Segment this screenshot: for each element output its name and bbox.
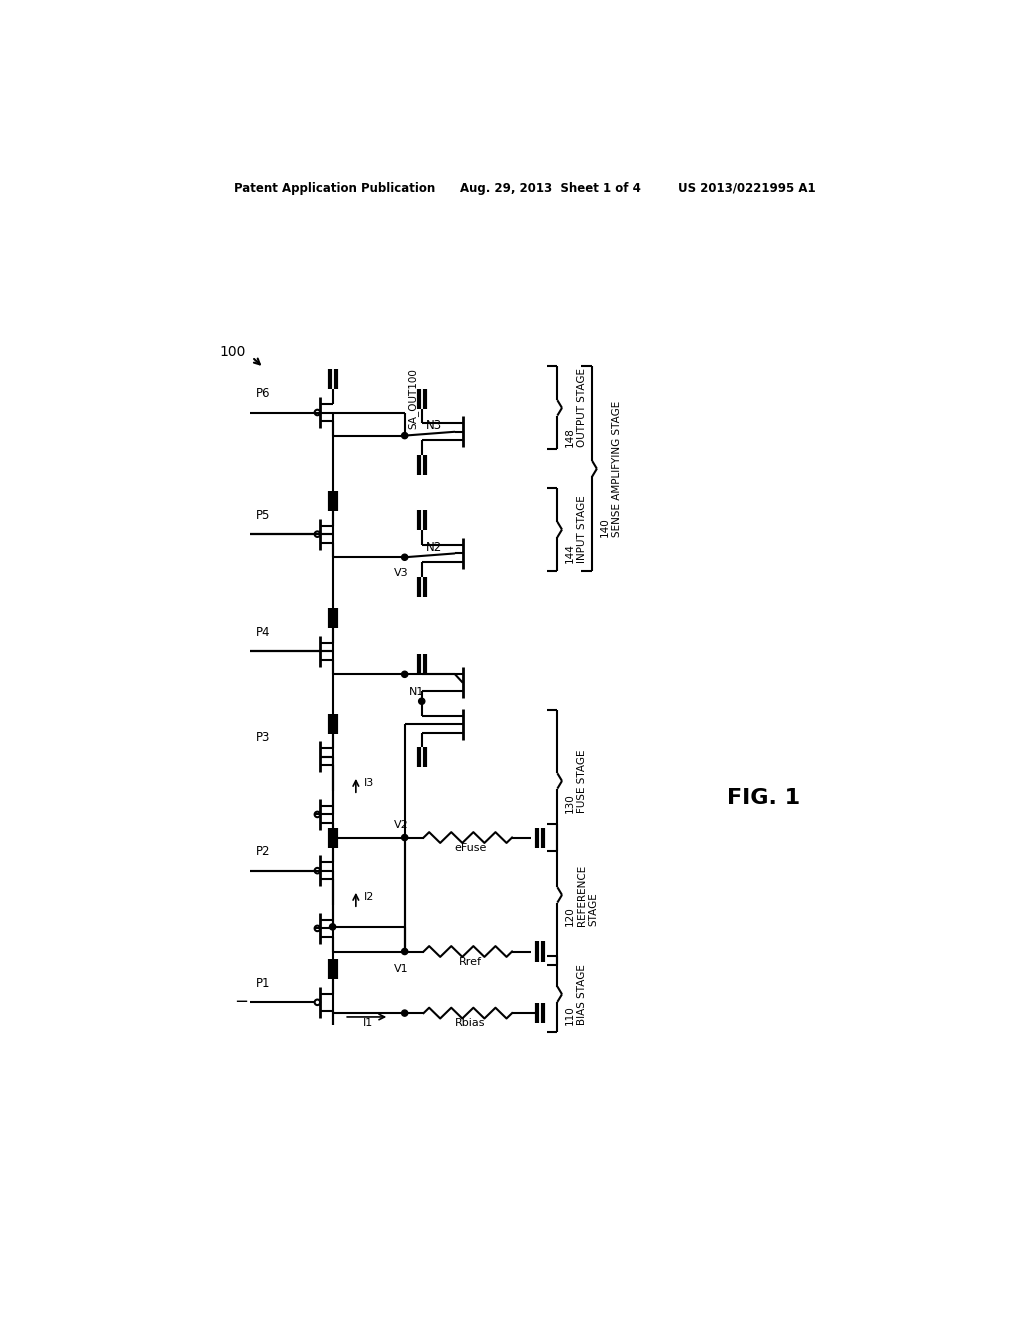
Text: V3: V3 [394, 568, 409, 578]
Text: 140
SENSE AMPLIFYING STAGE: 140 SENSE AMPLIFYING STAGE [600, 400, 622, 537]
Text: I1: I1 [364, 1018, 374, 1028]
Text: N1: N1 [409, 686, 424, 697]
Text: FIG. 1: FIG. 1 [727, 788, 800, 808]
Text: P1: P1 [256, 977, 270, 990]
Text: Rref: Rref [459, 957, 482, 966]
Text: P4: P4 [256, 626, 270, 639]
Text: Rbias: Rbias [456, 1018, 485, 1028]
Circle shape [401, 554, 408, 561]
Text: I3: I3 [364, 777, 374, 788]
Text: P2: P2 [256, 845, 270, 858]
Circle shape [401, 834, 408, 841]
Text: P5: P5 [256, 508, 270, 521]
Text: N3: N3 [426, 418, 441, 432]
Text: I2: I2 [364, 892, 374, 902]
Text: eFuse: eFuse [455, 842, 486, 853]
Text: 144
INPUT STAGE: 144 INPUT STAGE [565, 496, 587, 564]
Text: P3: P3 [256, 731, 270, 744]
Text: SA_OUT100: SA_OUT100 [408, 368, 419, 429]
Text: V1: V1 [394, 964, 409, 974]
Circle shape [330, 924, 336, 929]
Text: N2: N2 [426, 541, 441, 554]
Text: Patent Application Publication      Aug. 29, 2013  Sheet 1 of 4         US 2013/: Patent Application Publication Aug. 29, … [234, 182, 815, 194]
Text: 130
FUSE STAGE: 130 FUSE STAGE [565, 750, 587, 813]
Text: P6: P6 [256, 387, 270, 400]
Text: 110
BIAS STAGE: 110 BIAS STAGE [565, 964, 587, 1024]
Circle shape [401, 948, 408, 954]
Circle shape [419, 698, 425, 705]
Text: 148
OUTPUT STAGE: 148 OUTPUT STAGE [565, 368, 587, 447]
Circle shape [401, 433, 408, 438]
Text: V2: V2 [394, 820, 409, 830]
Text: 100: 100 [219, 346, 246, 359]
Text: 120
REFERENCE
STAGE: 120 REFERENCE STAGE [565, 865, 598, 925]
Circle shape [401, 671, 408, 677]
Circle shape [401, 1010, 408, 1016]
Text: ─: ─ [236, 994, 246, 1011]
